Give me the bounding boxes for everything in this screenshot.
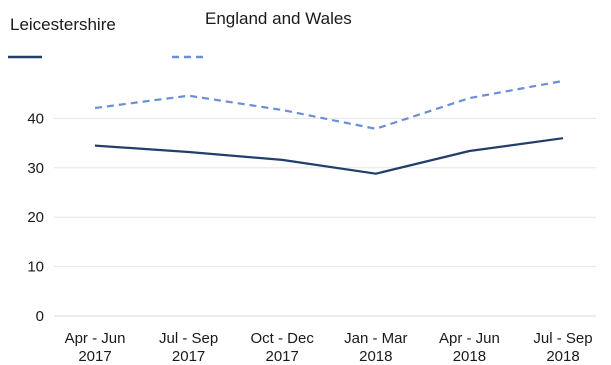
y-tick-label: 10	[27, 259, 44, 276]
x-tick-label: Oct - Dec	[251, 330, 315, 347]
x-tick-label: Jul - Sep	[159, 330, 218, 347]
x-tick-label: Apr - Jun	[439, 330, 500, 347]
legend-label: Leicestershire	[10, 15, 116, 34]
x-tick-label: Jul - Sep	[533, 330, 592, 347]
series-lines	[94, 79, 564, 175]
x-tick-label: 2018	[453, 348, 486, 365]
x-tick-label: Apr - Jun	[65, 330, 126, 347]
series-line-leicestershire	[94, 137, 564, 175]
legend: Leicestershire England and Wales	[8, 9, 352, 59]
x-tick-label: 2018	[359, 348, 392, 365]
y-tick-label: 0	[36, 308, 44, 325]
y-tick-label: 20	[27, 209, 44, 226]
y-axis-ticks: 0 10 20 30 40	[27, 110, 44, 325]
y-tick-label: 30	[27, 160, 44, 177]
x-tick-label: 2018	[546, 348, 579, 365]
x-tick-label: 2017	[78, 348, 111, 365]
series-line-england-and-wales	[94, 79, 564, 130]
legend-label: England and Wales	[205, 9, 352, 28]
x-tick-label: 2017	[172, 348, 205, 365]
x-tick-label: Jan - Mar	[344, 330, 407, 347]
y-tick-label: 40	[27, 110, 44, 127]
x-tick-label: 2017	[266, 348, 299, 365]
